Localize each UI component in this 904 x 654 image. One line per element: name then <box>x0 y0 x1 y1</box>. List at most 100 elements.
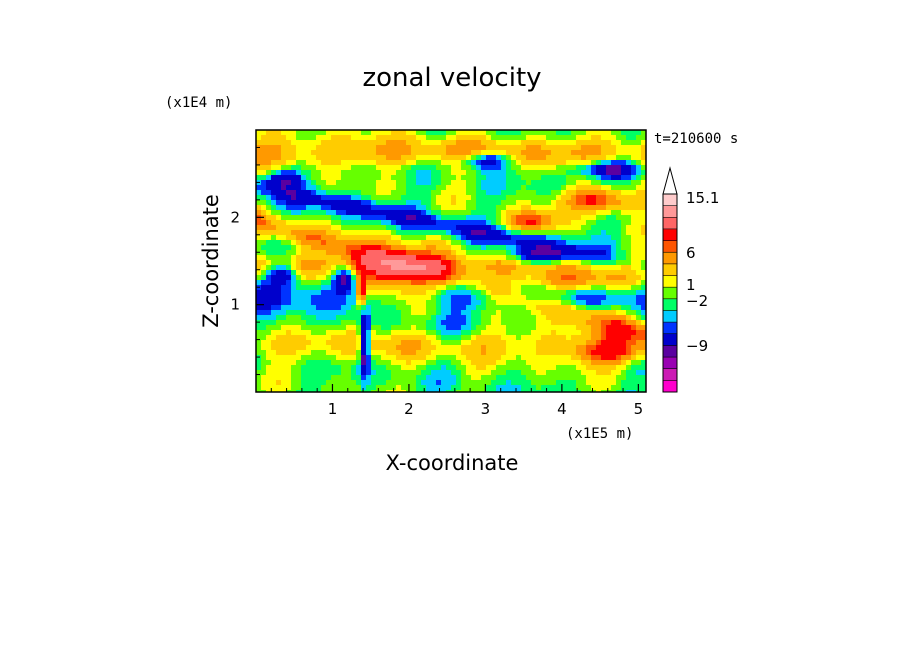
field-cell <box>631 350 637 356</box>
field-cell <box>301 150 307 156</box>
field-cell <box>276 385 282 391</box>
field-cell <box>586 255 592 261</box>
field-cell <box>446 345 452 351</box>
field-cell <box>381 220 387 226</box>
field-cell <box>331 160 337 166</box>
field-cell <box>606 360 612 366</box>
field-cell <box>636 290 642 296</box>
field-cell <box>356 180 362 186</box>
field-cell <box>641 335 646 341</box>
field-cell <box>326 175 332 181</box>
field-cell <box>511 170 517 176</box>
field-cell <box>436 140 442 146</box>
field-cell <box>341 225 347 231</box>
field-cell <box>596 200 602 206</box>
field-cell <box>626 225 632 231</box>
field-cell <box>341 160 347 166</box>
field-cell <box>511 360 517 366</box>
field-cell <box>411 165 417 171</box>
field-cell <box>636 155 642 161</box>
field-cell <box>391 225 397 231</box>
field-cell <box>281 370 287 376</box>
field-cell <box>446 370 452 376</box>
field-cell <box>486 330 492 336</box>
field-cell <box>621 375 627 381</box>
field-cell <box>456 195 462 201</box>
field-cell <box>421 360 427 366</box>
field-cell <box>521 250 527 256</box>
field-cell <box>366 325 372 331</box>
field-cell <box>576 280 582 286</box>
field-cell <box>571 350 577 356</box>
field-cell <box>481 335 487 341</box>
field-cell <box>451 205 457 211</box>
field-cell <box>536 295 542 301</box>
field-cell <box>636 280 642 286</box>
field-cell <box>576 230 582 236</box>
field-cell <box>441 370 447 376</box>
field-cell <box>626 170 632 176</box>
field-cell <box>271 195 277 201</box>
field-cell <box>601 240 607 246</box>
field-cell <box>446 390 452 392</box>
field-cell <box>496 230 502 236</box>
field-cell <box>356 375 362 381</box>
field-cell <box>471 375 477 381</box>
field-cell <box>406 320 412 326</box>
field-cell <box>466 280 472 286</box>
field-cell <box>406 175 412 181</box>
field-cell <box>381 140 387 146</box>
field-cell <box>461 345 467 351</box>
field-cell <box>621 175 627 181</box>
field-cell <box>476 365 482 371</box>
field-cell <box>406 355 412 361</box>
field-cell <box>401 225 407 231</box>
field-cell <box>596 160 602 166</box>
field-cell <box>641 185 646 191</box>
field-cell <box>466 165 472 171</box>
field-cell <box>431 270 437 276</box>
field-cell <box>446 235 452 241</box>
field-cell <box>636 335 642 341</box>
field-cell <box>266 220 272 226</box>
field-cell <box>606 145 612 151</box>
field-cell <box>576 310 582 316</box>
field-cell <box>261 300 267 306</box>
field-cell <box>586 300 592 306</box>
field-cell <box>591 180 597 186</box>
field-cell <box>566 175 572 181</box>
field-cell <box>596 130 602 136</box>
field-cell <box>271 165 277 171</box>
field-cell <box>541 390 547 392</box>
field-cell <box>416 180 422 186</box>
field-cell <box>636 140 642 146</box>
field-cell <box>471 140 477 146</box>
field-cell <box>631 335 637 341</box>
field-cell <box>481 360 487 366</box>
field-cell <box>416 270 422 276</box>
field-cell <box>576 210 582 216</box>
field-cell <box>311 365 317 371</box>
field-cell <box>266 325 272 331</box>
field-cell <box>361 170 367 176</box>
field-cell <box>551 170 557 176</box>
field-cell <box>321 250 327 256</box>
field-cell <box>556 200 562 206</box>
field-cell <box>576 300 582 306</box>
field-cell <box>401 280 407 286</box>
field-cell <box>401 215 407 221</box>
field-cell <box>456 220 462 226</box>
field-cell <box>591 350 597 356</box>
field-cell <box>466 320 472 326</box>
field-cell <box>401 335 407 341</box>
field-cell <box>326 260 332 266</box>
field-cell <box>641 315 646 321</box>
field-cell <box>421 300 427 306</box>
field-cell <box>496 130 502 136</box>
field-cell <box>561 350 567 356</box>
field-cell <box>531 270 537 276</box>
field-cell <box>396 155 402 161</box>
field-cell <box>476 195 482 201</box>
field-cell <box>611 160 617 166</box>
field-cell <box>441 255 447 261</box>
